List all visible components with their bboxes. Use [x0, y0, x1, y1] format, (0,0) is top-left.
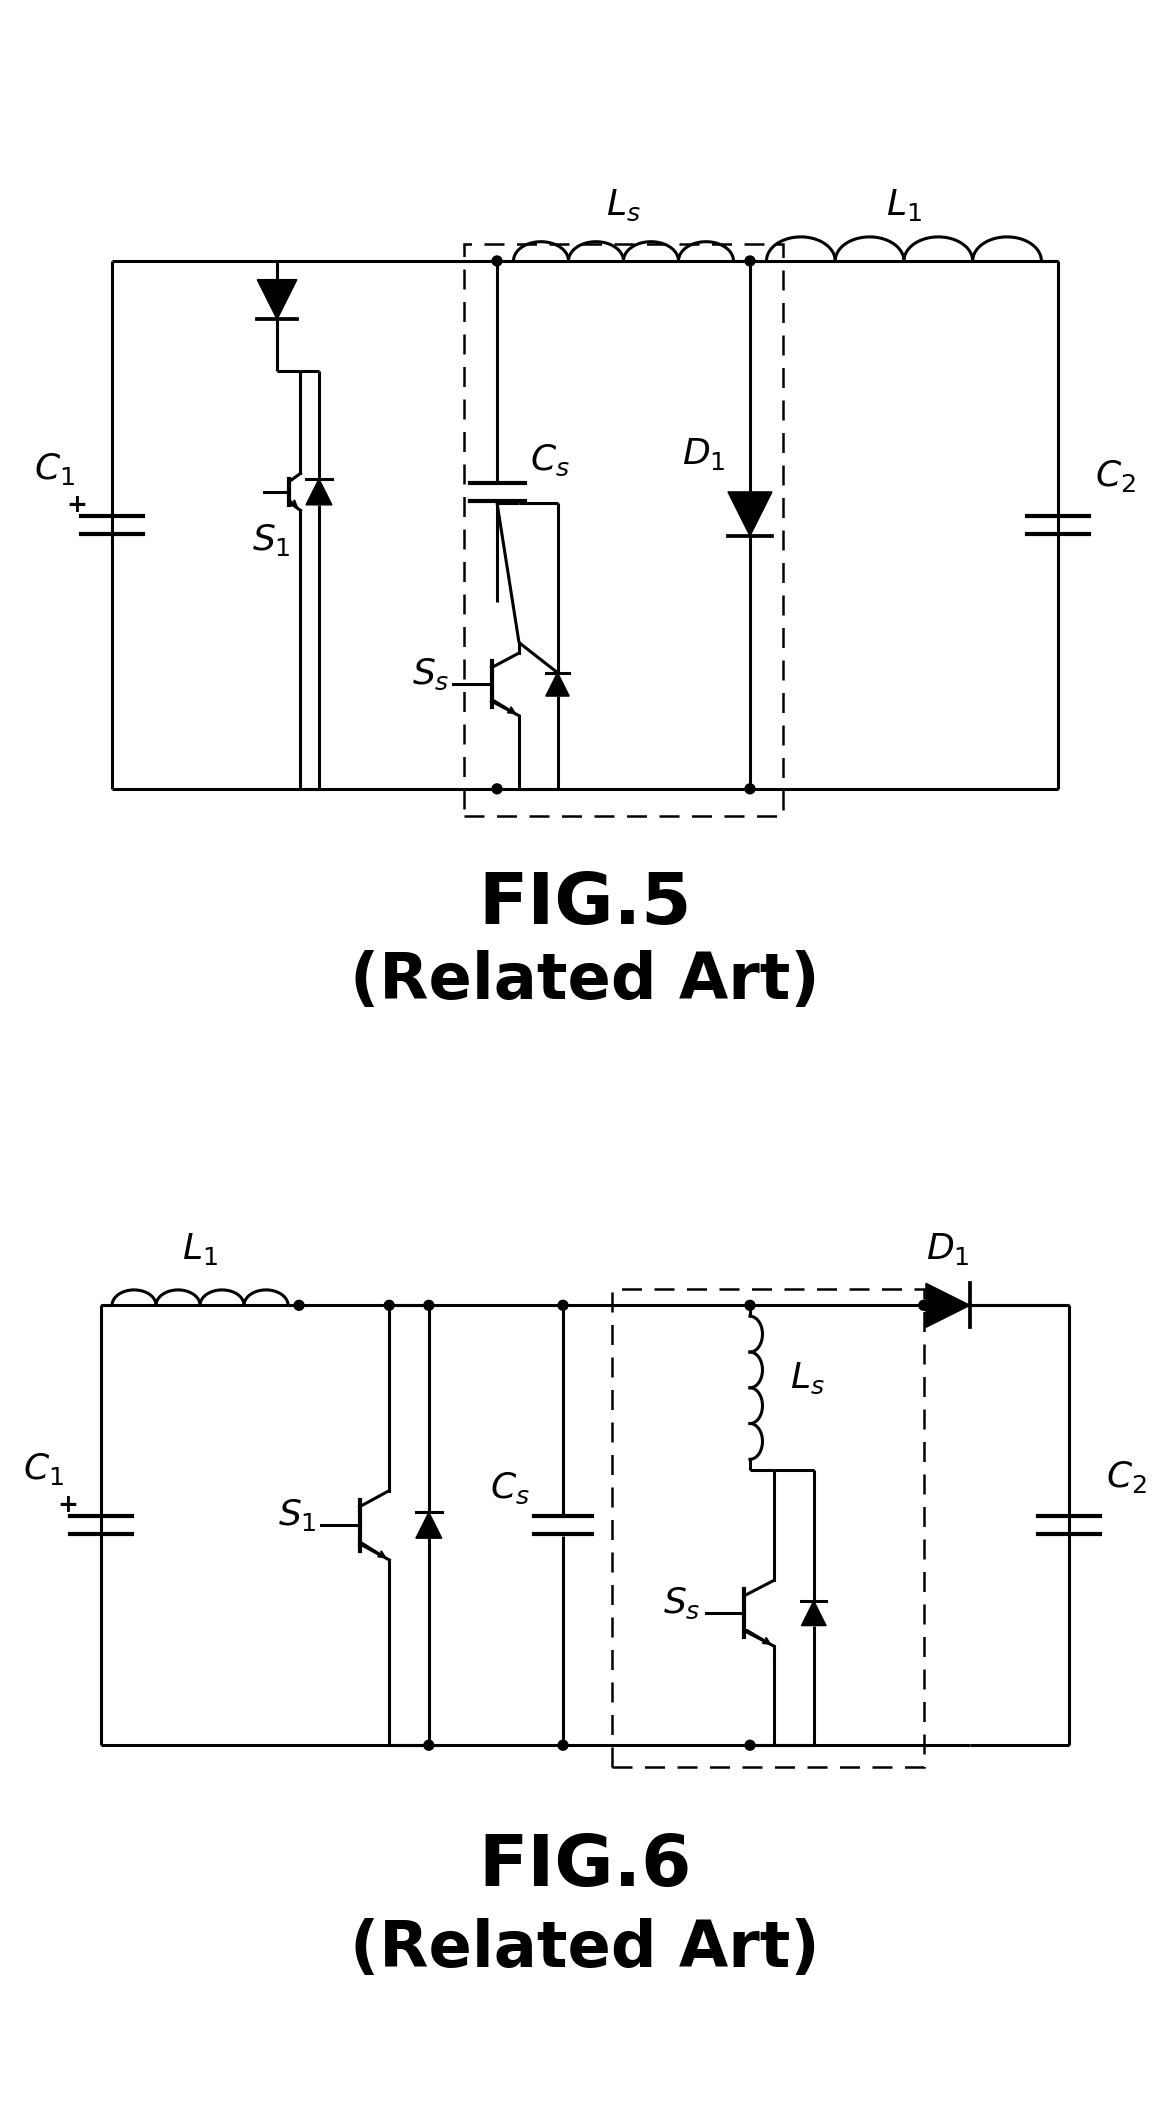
Text: $S_1$: $S_1$ — [253, 523, 291, 558]
Circle shape — [745, 1740, 755, 1751]
Circle shape — [493, 255, 502, 265]
Text: +: + — [67, 493, 88, 516]
Text: $D_1$: $D_1$ — [927, 1230, 970, 1266]
Circle shape — [424, 1300, 434, 1311]
Circle shape — [493, 784, 502, 794]
Text: +: + — [57, 1494, 78, 1517]
Text: $C_2$: $C_2$ — [1095, 459, 1136, 495]
Text: FIG.6: FIG.6 — [479, 1831, 691, 1901]
Text: $C_1$: $C_1$ — [23, 1452, 64, 1488]
Text: $L_s$: $L_s$ — [606, 188, 641, 223]
Text: $C_s$: $C_s$ — [490, 1471, 530, 1507]
Text: $D_1$: $D_1$ — [682, 436, 725, 472]
Circle shape — [745, 1300, 755, 1311]
Polygon shape — [415, 1513, 442, 1538]
Bar — [464, 244, 783, 815]
Text: $C_s$: $C_s$ — [530, 442, 570, 478]
Text: $L_1$: $L_1$ — [183, 1230, 218, 1266]
Circle shape — [745, 255, 755, 265]
Text: $L_s$: $L_s$ — [790, 1361, 825, 1395]
Polygon shape — [257, 280, 297, 320]
Circle shape — [745, 784, 755, 794]
Text: $S_s$: $S_s$ — [663, 1587, 701, 1620]
Text: FIG.5: FIG.5 — [479, 870, 691, 940]
Circle shape — [384, 1300, 394, 1311]
Text: $L_1$: $L_1$ — [886, 188, 922, 223]
Text: $S_s$: $S_s$ — [412, 657, 449, 693]
Text: (Related Art): (Related Art) — [350, 1917, 820, 1981]
Circle shape — [294, 1300, 304, 1311]
Circle shape — [918, 1300, 929, 1311]
Circle shape — [424, 1740, 434, 1751]
Circle shape — [558, 1300, 567, 1311]
Polygon shape — [545, 672, 570, 695]
Bar — [613, 1289, 924, 1768]
Polygon shape — [925, 1283, 970, 1327]
Polygon shape — [307, 478, 332, 506]
Polygon shape — [801, 1601, 826, 1627]
Text: $C_2$: $C_2$ — [1106, 1458, 1147, 1494]
Text: $C_1$: $C_1$ — [34, 451, 75, 487]
Text: (Related Art): (Related Art) — [350, 950, 820, 1011]
Text: $S_1$: $S_1$ — [277, 1498, 316, 1534]
Circle shape — [558, 1740, 567, 1751]
Polygon shape — [728, 491, 772, 535]
